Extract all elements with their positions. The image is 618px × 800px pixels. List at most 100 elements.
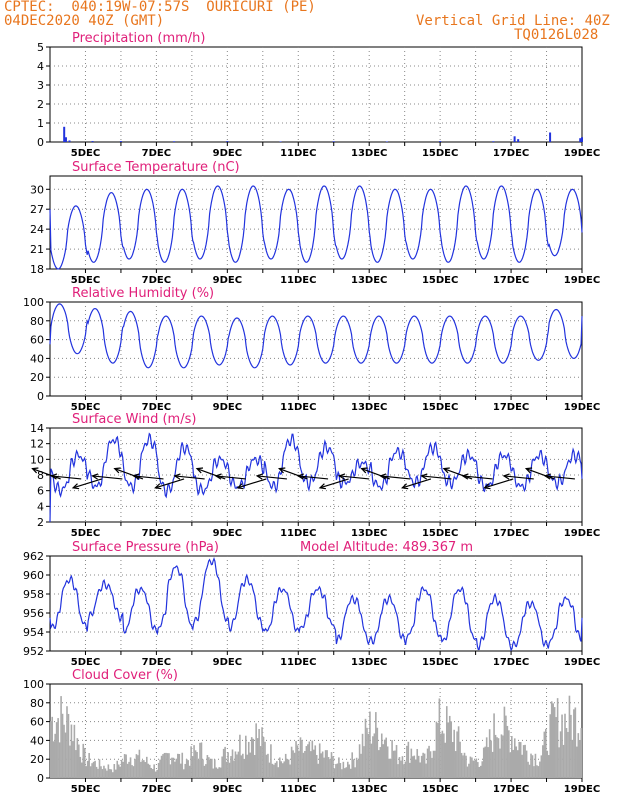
precip-bar	[332, 141, 335, 142]
cloud-bar	[184, 763, 187, 778]
cloud-bar	[143, 760, 145, 778]
cloud-bar	[341, 769, 343, 778]
cloud-bar	[245, 735, 247, 778]
wind-arrow-head	[214, 473, 222, 480]
wind-arrow-head	[442, 467, 450, 474]
cloud-bar	[320, 753, 322, 778]
temp-ytick-label: 24	[30, 223, 44, 236]
cloud-bar	[443, 733, 445, 778]
cloud-bar	[112, 772, 114, 778]
cloud-bar	[383, 739, 386, 778]
cloud-bar	[113, 764, 116, 778]
cloud-bar	[205, 764, 207, 778]
cloud-bar	[336, 763, 339, 778]
wind-arrow	[155, 478, 185, 489]
wind-arrow	[174, 475, 205, 480]
cloud-bar	[60, 696, 62, 778]
precip-bar	[549, 132, 552, 142]
cloud-bar	[280, 761, 283, 778]
cloud-bar	[367, 733, 370, 778]
rh-xtick-label: 19DEC	[564, 402, 600, 413]
cloud-bar	[335, 764, 337, 778]
cloud-bar	[200, 742, 203, 778]
temp-xtick-label: 7DEC	[142, 275, 171, 286]
cloud-bar	[52, 741, 55, 778]
wind-arrow	[361, 468, 390, 480]
cloud-bar	[330, 752, 333, 778]
wind-ytick-label: 2	[37, 516, 44, 529]
rh-xtick-label: 11DEC	[280, 402, 316, 413]
cloud-bar	[298, 750, 300, 778]
precip-title: Precipitation (mm/h)	[72, 31, 205, 46]
cloud-bar	[524, 744, 526, 778]
cloud-bar	[380, 733, 383, 778]
cloud-bar	[463, 752, 466, 778]
cloud-bar	[70, 724, 73, 778]
wind-ytick-label: 8	[37, 469, 44, 482]
cloud-bar	[491, 751, 494, 778]
cloud-bar	[250, 737, 253, 778]
cloud-bar	[80, 762, 83, 778]
cloud-bar	[324, 750, 327, 778]
cloud-bar	[64, 732, 67, 778]
wind-ytick-label: 6	[37, 485, 44, 498]
cloud-bar	[417, 755, 420, 778]
wind-arrow-head	[91, 473, 99, 480]
cloud-bar	[388, 758, 390, 778]
cloud-bar	[196, 751, 198, 778]
cloud-bar	[440, 733, 442, 778]
cloud-bar	[159, 759, 161, 778]
wind-arrow	[196, 468, 226, 480]
cloud-bar	[564, 713, 566, 778]
cloud-bar	[528, 764, 531, 778]
cloud-bar	[128, 761, 130, 778]
wind-arrow	[319, 478, 349, 489]
cloud-bar	[432, 750, 435, 778]
cloud-bar	[100, 766, 102, 778]
cloud-bar	[525, 750, 528, 778]
cloud-bar	[175, 758, 178, 778]
pres-xtick-label: 19DEC	[564, 657, 600, 668]
pres-ytick-label: 954	[23, 626, 44, 639]
cloud-bar	[392, 750, 395, 778]
cloud-bar	[386, 746, 389, 778]
cloud-ytick-label: 40	[30, 734, 44, 747]
cloud-bar	[521, 754, 523, 778]
wind-xtick-label: 17DEC	[493, 528, 529, 539]
cloud-bar	[376, 727, 379, 778]
cloud-bar	[292, 750, 294, 778]
cloud-bar	[211, 758, 213, 778]
precip-ytick-label: 1	[37, 117, 44, 130]
wind-arrow	[503, 475, 534, 480]
wind-xtick-label: 11DEC	[280, 528, 316, 539]
cloud-bar	[472, 760, 475, 778]
precip-ytick-label: 5	[37, 41, 44, 54]
pres-xtick-label: 15DEC	[422, 657, 458, 668]
cloud-bar	[131, 765, 133, 778]
cloud-bar	[327, 757, 330, 778]
wind-xtick-label: 15DEC	[422, 528, 458, 539]
cloud-bar	[422, 752, 424, 778]
cloud-bar	[261, 727, 263, 778]
cloud-bar	[301, 739, 303, 778]
wind-title: Surface Wind (m/s)	[72, 412, 196, 427]
cloud-bar	[333, 768, 336, 778]
wind-arrow-head	[71, 483, 80, 490]
cloud-bar	[172, 757, 175, 778]
cloud-bar	[103, 765, 105, 778]
precip-xtick-label: 17DEC	[493, 148, 529, 159]
cloud-bar	[447, 722, 450, 778]
cloud-bar	[481, 761, 484, 778]
cloud-bar	[411, 756, 414, 778]
cloud-bar	[562, 744, 565, 778]
wind-ytick-label: 4	[37, 500, 44, 513]
cloud-bar	[151, 769, 154, 778]
wind-arrow	[298, 475, 329, 480]
cloud-bar	[444, 742, 447, 778]
cloud-bar	[91, 763, 93, 778]
cloud-bar	[499, 748, 501, 778]
cloud-bar	[239, 734, 241, 778]
wind-arrow	[402, 478, 432, 489]
cloud-xtick-label: 19DEC	[564, 784, 600, 795]
cloud-bar	[247, 741, 250, 778]
